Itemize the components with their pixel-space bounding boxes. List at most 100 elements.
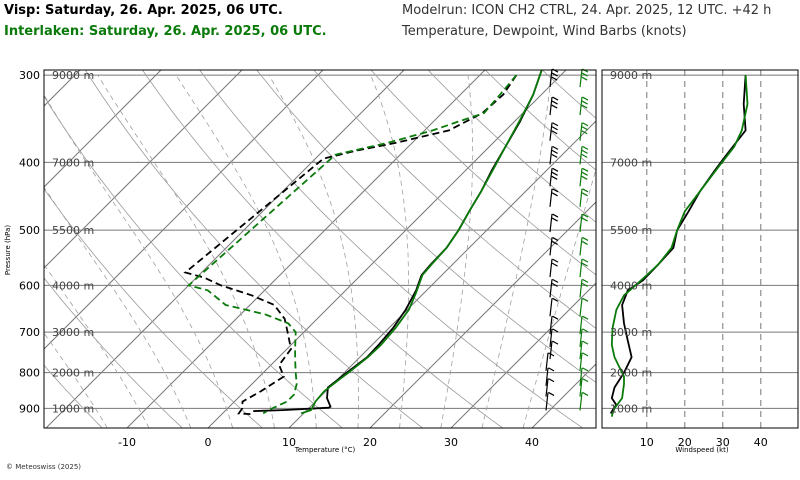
wind-barb-interlaken [579, 258, 589, 278]
moist-adiabat [44, 186, 192, 428]
wind-barb-interlaken [579, 236, 589, 256]
barb-flag [552, 328, 559, 333]
dry-adiabat [84, 70, 423, 428]
windspeed-visp-line [609, 75, 747, 414]
barb-flag [582, 378, 589, 383]
wind-barb-interlaken [579, 315, 589, 335]
barb-flag [552, 297, 559, 302]
barb-flag [552, 236, 559, 241]
wind-barb-interlaken [579, 213, 589, 233]
barb-flag [582, 258, 589, 263]
barb-flag [551, 175, 558, 180]
temperature-tick-label: 20 [363, 436, 377, 449]
barb-staff [549, 188, 553, 207]
barb-flag [581, 126, 588, 131]
barb-staff [549, 168, 553, 187]
moist-adiabat [481, 75, 552, 428]
pressure-tick-label: 300 [19, 69, 40, 82]
barb-staff [549, 97, 553, 116]
wind-barb-visp [549, 340, 559, 360]
barb-flag [582, 391, 589, 396]
wind-barb-visp [549, 328, 559, 347]
dry-adiabat [256, 70, 596, 383]
barb-staff [579, 279, 583, 298]
interlaken-temperature-line [300, 70, 543, 415]
isotherm-line [126, 70, 486, 428]
isotherm-line [450, 282, 596, 428]
barb-flag [551, 130, 558, 135]
wind-barb-visp [549, 96, 559, 116]
barb-flag [582, 213, 589, 218]
barb-staff [579, 392, 583, 411]
barb-flag [551, 192, 558, 197]
barb-flag [582, 145, 589, 150]
barb-flag [552, 213, 559, 218]
barb-staff [549, 328, 553, 347]
interlaken-dewpoint-line [186, 74, 518, 415]
skewt-panel [44, 70, 596, 428]
barb-flag [582, 328, 589, 333]
barb-flag [548, 378, 555, 383]
barb-flag [551, 217, 558, 222]
windspeed-axis-label: Windspeed (kt) [675, 446, 728, 454]
wind-altitude-label: 9000 m [610, 69, 652, 82]
barb-staff [579, 188, 583, 207]
barb-flag [548, 391, 555, 396]
altitude-label: 7000 m [52, 156, 94, 169]
isotherm-line [531, 363, 596, 428]
wind-barb-interlaken [579, 145, 589, 165]
barb-flag [582, 278, 589, 283]
barb-flag [582, 340, 589, 345]
barb-staff [549, 122, 553, 141]
barb-staff [579, 122, 583, 141]
barb-flag [551, 72, 558, 77]
wind-barb-interlaken [579, 68, 589, 88]
barb-flag [552, 188, 559, 193]
barb-flag [552, 68, 559, 73]
dry-adiabat [141, 70, 503, 428]
pressure-tick-label: 900 [19, 402, 40, 415]
barb-flag [551, 149, 558, 154]
barb-staff [579, 97, 583, 116]
wind-barb-interlaken [579, 167, 589, 187]
barb-flag [551, 76, 558, 81]
isotherm-line [207, 70, 567, 428]
wind-barb-interlaken [579, 278, 589, 298]
wind-altitude-label: 5500 m [610, 224, 652, 237]
barb-flag [548, 352, 555, 357]
wind-altitude-label: 3000 m [610, 326, 652, 339]
pressure-tick-label: 400 [19, 156, 40, 169]
barb-flag [551, 104, 558, 109]
barb-staff [579, 68, 583, 88]
barb-staff [545, 378, 549, 397]
moist-adiabat [268, 74, 359, 428]
barb-flag [582, 122, 589, 127]
barb-flag [552, 258, 559, 263]
barb-staff [549, 146, 553, 165]
wind-barb-interlaken [579, 188, 589, 207]
barb-staff [579, 298, 583, 317]
barb-staff [549, 259, 553, 278]
barb-staff [549, 68, 553, 88]
wind-barb-interlaken [579, 352, 589, 371]
temperature-tick-label: 30 [444, 436, 458, 449]
barb-flag [582, 68, 589, 73]
wind-barb-interlaken [579, 378, 589, 397]
station-title-interlaken: Interlaken: Saturday, 26. Apr. 2025, 06 … [4, 24, 327, 39]
barb-flag [582, 167, 589, 172]
barb-flag [551, 171, 558, 176]
barb-staff [579, 168, 583, 187]
barb-flag [582, 352, 589, 357]
barb-staff [579, 259, 583, 278]
dry-adiabat [44, 277, 183, 428]
barb-staff [579, 352, 583, 371]
wind-barb-interlaken [579, 391, 589, 411]
wind-barb-interlaken [579, 297, 589, 317]
barb-flag [582, 96, 589, 101]
barb-flag [582, 236, 589, 241]
barb-staff [549, 214, 553, 233]
temperature-tick-label: 40 [525, 436, 539, 449]
barb-staff [579, 214, 583, 233]
windspeed-interlaken-line [610, 75, 749, 417]
